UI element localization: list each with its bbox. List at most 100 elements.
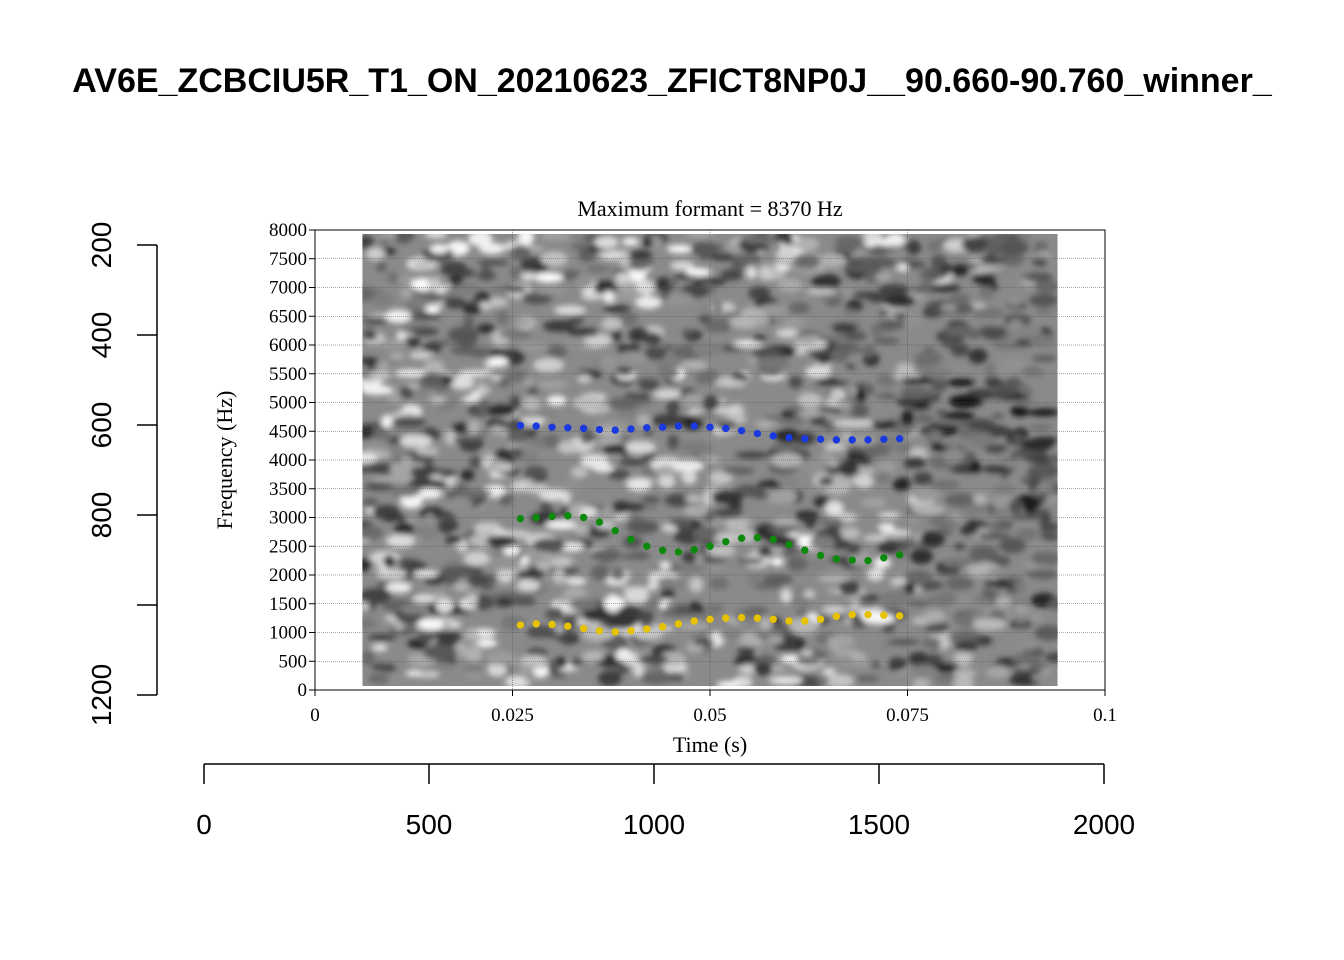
spectrogram-cell (440, 261, 468, 277)
spectrogram-cell (788, 617, 819, 634)
spectrogram-cell (828, 556, 852, 564)
spectrogram-cell (477, 386, 492, 394)
spectrogram-cell (681, 470, 697, 485)
formant-point-f2 (832, 555, 841, 563)
spectrogram-cell (1013, 603, 1030, 616)
spectrogram-cell (877, 540, 900, 555)
spectrogram-cell (533, 357, 565, 373)
outer-x-tick-label: 1000 (623, 809, 685, 840)
spectrogram-cell (513, 596, 537, 606)
spectrogram-cell (685, 234, 715, 238)
spectrogram-cell (765, 489, 798, 505)
spectrogram-cell (783, 244, 797, 255)
spectrogram-cell (760, 574, 794, 585)
spectrogram-cell (1031, 673, 1048, 682)
formant-point-f2 (785, 540, 793, 549)
spectrogram-cell (381, 414, 393, 429)
spectrogram-cell (710, 407, 740, 414)
spectrogram-cell (973, 596, 990, 604)
formant-point-f1 (690, 422, 698, 430)
formant-point-f3 (785, 617, 793, 625)
spectrogram-cell (681, 360, 708, 370)
spectrogram-cell (896, 263, 909, 272)
spectrogram-cell (1017, 639, 1039, 651)
spectrogram-cell (409, 562, 427, 569)
spectrogram-cell (388, 352, 405, 361)
spectrogram-cell (371, 291, 394, 308)
spectrogram-cell (422, 644, 456, 661)
spectrogram-cell (561, 478, 583, 495)
spectrogram-cell (571, 234, 585, 241)
formant-point-f3 (595, 627, 604, 635)
spectrogram-cell (955, 640, 978, 652)
spectrogram-cell (618, 254, 630, 268)
formant-point-f2 (627, 535, 635, 544)
spectrogram-cell (459, 488, 493, 498)
y-tick-label: 1500 (269, 594, 307, 615)
spectrogram-cell (878, 591, 907, 608)
spectrogram-cell (519, 655, 547, 665)
spectrogram-cell (705, 604, 724, 612)
spectrogram-cell (942, 447, 966, 464)
formant-point-f2 (595, 518, 604, 526)
spectrogram-cell (953, 543, 966, 551)
spectrogram-cell (453, 582, 469, 592)
spectrogram-cell (383, 554, 396, 569)
spectrogram-cell (684, 495, 703, 503)
formant-point-f3 (816, 615, 825, 623)
spectrogram-cell (847, 543, 861, 556)
outer-x-tick-label: 2000 (1073, 809, 1135, 840)
spectrogram-cell (398, 386, 415, 399)
spectrogram-cell (879, 529, 912, 536)
formant-point-f2 (753, 533, 762, 542)
spectrogram-cell (581, 291, 603, 301)
spectrogram-cell (754, 630, 787, 638)
spectrogram-cell (759, 616, 773, 632)
spectrogram-cell (588, 620, 600, 628)
formant-point-f1 (737, 426, 746, 435)
spectrogram-cell (584, 333, 612, 348)
spectrogram-cell (884, 294, 916, 308)
spectrogram-cell (564, 577, 587, 586)
spectrogram-cell (445, 286, 466, 299)
spectrogram-cell (380, 663, 396, 672)
spectrogram-cell (935, 408, 947, 416)
formant-point-f3 (627, 627, 635, 635)
formant-point-f1 (627, 425, 635, 433)
spectrogram-cell (426, 341, 443, 353)
spectrogram-cell (1044, 652, 1058, 663)
spectrogram-cell (751, 335, 767, 343)
spectrogram-cell (993, 507, 1010, 521)
spectrogram-cell (504, 675, 531, 686)
spectrogram-cell (439, 339, 451, 346)
spectrogram-cell (405, 669, 423, 677)
formant-point-f2 (690, 546, 698, 554)
spectrogram-cell (601, 317, 623, 331)
spectrogram-cell (751, 491, 770, 499)
spectrogram-cell (599, 250, 627, 261)
spectrogram-cell (546, 606, 564, 621)
spectrogram-cell (538, 488, 568, 501)
spectrogram-cell (569, 657, 584, 668)
formant-point-f1 (801, 435, 809, 443)
spectrogram-cell (377, 339, 409, 349)
spectrogram-cell (859, 256, 874, 270)
formant-point-f1 (595, 425, 604, 434)
spectrogram-cell (866, 568, 885, 582)
plot-title: Maximum formant = 8370 Hz (577, 196, 843, 221)
spectrogram-cell (476, 400, 492, 416)
spectrogram-cell (417, 632, 435, 643)
spectrogram-cell (523, 376, 534, 388)
spectrogram-cell (460, 469, 475, 481)
spectrogram-cell (953, 670, 977, 677)
spectrogram-cell (436, 401, 457, 411)
spectrogram-cell (758, 303, 788, 318)
spectrogram-cell (859, 467, 877, 476)
spectrogram-cell (912, 676, 930, 686)
spectrogram-cell (524, 675, 543, 683)
spectrogram-cell (1039, 532, 1058, 541)
spectrogram-cell (534, 286, 568, 296)
spectrogram-cell (409, 327, 439, 336)
spectrogram-cell (878, 319, 905, 331)
spectrogram-cell (617, 411, 639, 419)
